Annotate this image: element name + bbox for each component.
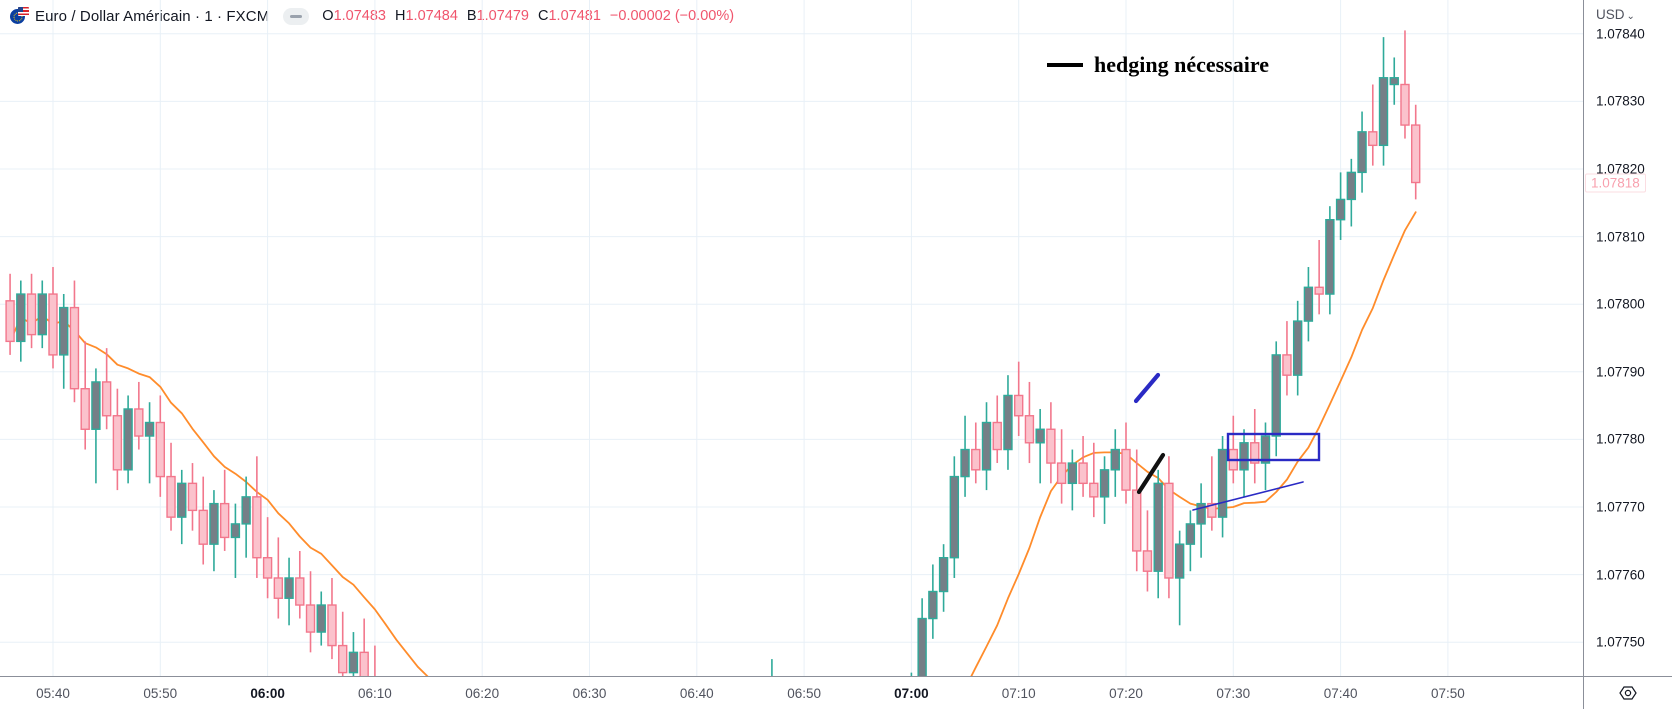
time-tick: 05:50: [143, 686, 178, 701]
time-tick: 07:50: [1430, 686, 1465, 701]
ohlc-open: O1.07483: [322, 8, 386, 24]
ohlc-low: B1.07479: [467, 8, 529, 24]
time-tick: 07:20: [1109, 686, 1143, 701]
price-change: −0.00002 (−0.00%): [609, 8, 735, 24]
time-tick: 06:30: [572, 686, 607, 701]
chart-legend: Euro / Dollar Américain · 1 · FXCM O1.07…: [10, 4, 734, 28]
price-tick: 1.07780: [1596, 431, 1645, 447]
drawings-group[interactable]: [1133, 372, 1321, 511]
eur-usd-flag-icon: [10, 7, 29, 25]
ohlc-open-value: 1.07483: [333, 8, 386, 24]
chevron-down-icon[interactable]: ⌄: [1626, 11, 1635, 22]
price-tick: 1.07750: [1596, 634, 1645, 650]
ohlc-low-value: 1.07479: [476, 8, 529, 24]
annotation-label: hedging nécessaire: [1094, 52, 1269, 77]
ohlc-high-label: H: [395, 8, 406, 24]
price-tick: 1.07820: [1596, 161, 1645, 177]
ohlc-low-label: B: [466, 8, 477, 24]
time-tick: 06:50: [787, 686, 821, 701]
price-scale-currency-label: USD: [1596, 7, 1625, 22]
chart-annotation[interactable]: hedging nécessaire: [1047, 52, 1269, 78]
price-tick: 1.07790: [1596, 364, 1645, 380]
price-tick: 1.07760: [1596, 567, 1645, 583]
time-tick: 07:00: [894, 686, 929, 701]
gear-icon[interactable]: [1583, 677, 1672, 709]
price-tick: 1.07810: [1596, 229, 1645, 245]
price-scale[interactable]: USD ⌄ 1.07750 1.07760 1.07770 1.07780 1.07790…: [1583, 0, 1672, 676]
price-tick: 1.07800: [1596, 296, 1645, 312]
ohlc-close-label: C: [538, 8, 549, 24]
ohlc-high-value: 1.07484: [405, 8, 458, 24]
time-tick: 07:30: [1216, 686, 1251, 701]
price-tick: 1.07830: [1596, 93, 1645, 109]
time-tick: 06:00: [250, 686, 285, 701]
line-dash-icon: [1047, 63, 1083, 67]
time-tick: 07:10: [1001, 686, 1036, 701]
time-tick: 06:40: [679, 686, 714, 701]
ohlc-close-value: 1.07481: [548, 8, 601, 24]
price-scale-currency[interactable]: USD ⌄: [1596, 7, 1635, 22]
symbol-title[interactable]: Euro / Dollar Américain · 1 · FXCM: [35, 7, 270, 25]
time-tick: 06:10: [357, 686, 392, 701]
time-tick: 06:20: [465, 686, 500, 701]
ohlc-close: C1.07481: [538, 8, 601, 24]
ohlc-high: H1.07484: [395, 8, 458, 24]
last-price-badge: 1.07818: [1585, 173, 1646, 193]
candles-group: [5, 30, 1421, 676]
moving-average-line: [9, 211, 1417, 676]
time-scale[interactable]: 05:40 05:50 06:00 06:10 06:20 06:30 06:40 06:50…: [0, 676, 1672, 709]
time-tick: 07:40: [1323, 686, 1358, 701]
chart-plot-area[interactable]: [0, 0, 1583, 676]
eye-toggle-icon[interactable]: [283, 7, 310, 25]
candlestick-canvas: [0, 0, 1583, 676]
price-tick: 1.07840: [1596, 26, 1645, 42]
time-tick: 05:40: [36, 686, 70, 701]
price-tick: 1.07770: [1596, 499, 1645, 515]
ohlc-open-label: O: [322, 8, 334, 24]
grid-lines: [0, 0, 1583, 676]
